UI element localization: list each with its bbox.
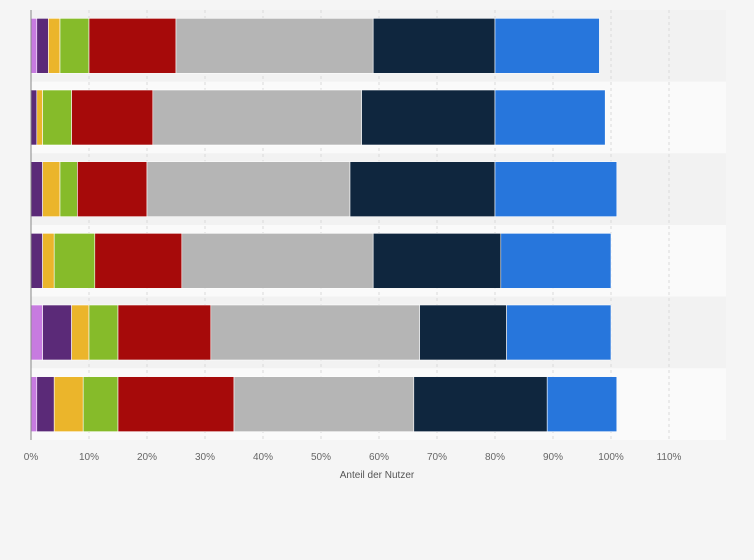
bars: [30, 18, 618, 432]
bar-segment: [30, 161, 43, 217]
bar-segment: [88, 304, 119, 361]
bar-segment: [88, 18, 177, 74]
bar-segment: [30, 18, 38, 74]
bar-segment: [372, 18, 496, 74]
x-tick-label: 0%: [24, 452, 39, 463]
bar-segment: [36, 376, 55, 432]
x-axis-title: Anteil der Nutzer: [340, 470, 415, 481]
bar-segment: [59, 161, 78, 217]
bar-segment: [36, 18, 49, 74]
x-tick-label: 40%: [253, 452, 273, 463]
x-tick-label: 110%: [657, 452, 682, 463]
row-bands: [31, 10, 726, 440]
bar-segment: [181, 233, 374, 289]
x-tick-labels: 0% 10% 20% 30% 40% 50% 60% 70% 80% 90% 100% 110%: [24, 452, 682, 463]
bar-segment: [152, 89, 362, 146]
bar-segment: [36, 89, 43, 146]
bar-segment: [42, 233, 55, 289]
bar-segment: [82, 376, 119, 432]
x-tick-label: 50%: [311, 452, 331, 463]
x-tick-label: 100%: [598, 452, 624, 463]
bar-segment: [30, 233, 43, 289]
bar-segment: [48, 18, 61, 74]
x-tick-label: 90%: [543, 452, 563, 463]
bar-segment: [117, 304, 212, 361]
x-tick-label: 30%: [195, 452, 215, 463]
bar-segment: [42, 304, 72, 361]
bar-segment: [30, 89, 38, 146]
bar-segment: [53, 376, 84, 432]
x-tick-label: 10%: [79, 452, 99, 463]
bar-segment: [71, 304, 90, 361]
bar-segment: [500, 233, 612, 289]
bar-segment: [77, 161, 148, 217]
bar-segment: [361, 89, 496, 146]
bar-segment: [30, 376, 38, 432]
bar-segment: [59, 18, 90, 74]
bar-segment: [233, 376, 415, 432]
bar-segment: [117, 376, 235, 432]
bar-segment: [546, 376, 618, 432]
bar-segment: [30, 304, 43, 361]
x-tick-label: 60%: [369, 452, 389, 463]
bar-segment: [53, 233, 96, 289]
bar-segment: [494, 18, 600, 74]
bar-segment: [175, 18, 374, 74]
bar-segment: [372, 233, 502, 289]
x-tick-label: 80%: [485, 452, 505, 463]
bar-segment: [494, 161, 618, 217]
bar-segment: [506, 304, 612, 361]
bar-segment: [419, 304, 507, 361]
x-tick-label: 20%: [137, 452, 157, 463]
bar-segment: [94, 233, 183, 289]
bar-segment: [42, 161, 61, 217]
bar-segment: [146, 161, 351, 217]
x-tick-label: 70%: [427, 452, 447, 463]
bar-segment: [71, 89, 154, 146]
bar-segment: [42, 89, 72, 146]
bar-segment: [210, 304, 420, 361]
bar-segment: [494, 89, 606, 146]
bar-segment: [413, 376, 548, 432]
bar-segment: [349, 161, 496, 217]
